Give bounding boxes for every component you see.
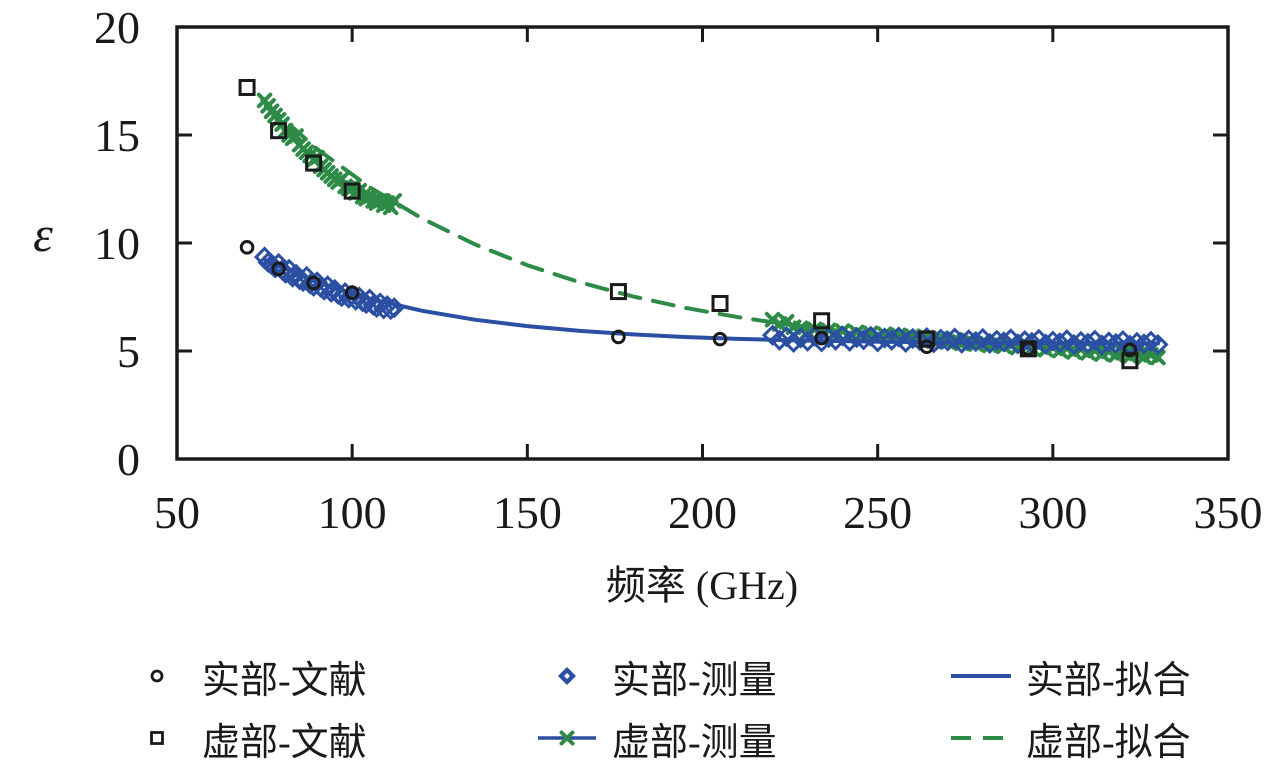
svg-text:15: 15 bbox=[94, 110, 140, 161]
svg-text:5: 5 bbox=[117, 326, 140, 377]
legend-item-label: 虚部-文献 bbox=[202, 721, 367, 764]
y-axis-label: ε bbox=[33, 206, 53, 262]
axis-ticks bbox=[177, 27, 1228, 459]
circle-marker-icon bbox=[150, 669, 164, 683]
svg-text:0: 0 bbox=[117, 434, 140, 485]
svg-text:300: 300 bbox=[1018, 487, 1087, 538]
series-imag-lit bbox=[238, 78, 1139, 370]
svg-text:100: 100 bbox=[318, 487, 387, 538]
y-tick-labels: 0 5 10 15 20 bbox=[94, 2, 140, 485]
svg-text:50: 50 bbox=[154, 487, 200, 538]
x-axis-label: 频率 (GHz) bbox=[605, 563, 799, 608]
svg-text:250: 250 bbox=[843, 487, 912, 538]
square-marker-icon bbox=[150, 731, 164, 745]
series-real-meas bbox=[253, 246, 1169, 356]
legend-item-real-fit: 实部-拟合 bbox=[946, 652, 1191, 702]
legend-item-label: 虚部-拟合 bbox=[1026, 721, 1191, 764]
svg-text:150: 150 bbox=[493, 487, 562, 538]
svg-text:350: 350 bbox=[1194, 487, 1263, 538]
legend-item-label: 实部-测量 bbox=[612, 659, 777, 702]
solid-line-icon bbox=[951, 674, 1011, 678]
legend-item-real-literature: 实部-文献 bbox=[122, 652, 367, 702]
legend-item-label: 实部-文献 bbox=[202, 659, 367, 702]
legend-item-imag-literature: 虚部-文献 bbox=[122, 714, 367, 764]
series-real-fit bbox=[262, 257, 1160, 346]
svg-text:20: 20 bbox=[94, 2, 140, 53]
svg-text:10: 10 bbox=[94, 218, 140, 269]
diamond-marker-icon bbox=[558, 667, 576, 685]
plot-border bbox=[175, 25, 1230, 461]
legend-item-label: 实部-拟合 bbox=[1026, 659, 1191, 702]
dashed-line-icon bbox=[951, 736, 1011, 740]
x-tick-labels: 50 100 150 200 250 300 350 bbox=[154, 487, 1263, 538]
legend-item-label: 虚部-测量 bbox=[612, 721, 777, 764]
series-imag-meas bbox=[256, 92, 1166, 366]
legend-item-imag-fit: 虚部-拟合 bbox=[946, 714, 1191, 764]
legend-item-real-measured: 实部-测量 bbox=[532, 652, 777, 702]
line-with-x-marker-icon bbox=[538, 730, 596, 746]
legend-item-imag-measured: 虚部-测量 bbox=[532, 714, 777, 764]
svg-text:200: 200 bbox=[668, 487, 737, 538]
